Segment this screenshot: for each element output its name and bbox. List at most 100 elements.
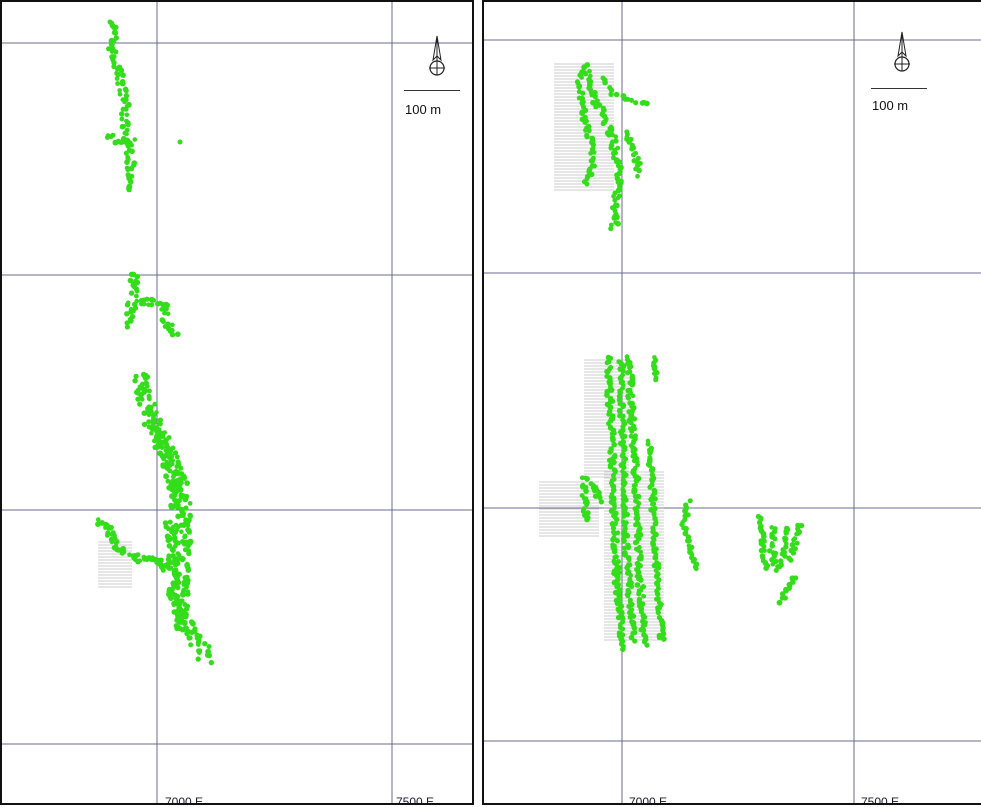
sample-point [125,122,131,128]
sample-point [131,160,138,166]
sample-point [103,525,108,530]
sample-point [175,471,181,477]
sample-point [134,293,139,299]
sample-point [597,494,603,500]
sample-point [580,508,587,514]
sample-point [632,539,639,546]
sample-point [790,550,797,556]
sample-point [142,556,148,562]
sample-point [206,644,212,650]
sample-point [113,49,119,55]
map-canvas-left [2,2,472,803]
sample-point [608,145,614,151]
sample-point [169,331,176,338]
sample-point [173,574,179,581]
sample-point [633,482,638,488]
sample-point [124,311,130,317]
sample-point [635,569,642,576]
sample-point [143,373,149,378]
sample-point [655,591,661,597]
sample-point [608,91,614,97]
sample-point [173,539,179,545]
sample-point [163,437,169,443]
sample-point [160,319,166,325]
sample-point [134,279,141,286]
sample-point [169,327,175,333]
sample-point [631,416,638,422]
sample-point [179,598,185,604]
sample-point [165,445,171,451]
sample-point [125,167,131,173]
sample-point [616,408,623,414]
sample-point [172,561,179,568]
sample-point [617,159,623,165]
sample-point [165,556,172,562]
sample-point [186,566,191,571]
sample-point [783,530,789,536]
sample-point [610,437,616,443]
sample-point [655,609,661,616]
sample-point [178,611,184,616]
sample-point [181,620,188,627]
sample-point [132,137,138,142]
sample-point [608,226,614,232]
sample-point [183,611,189,617]
sample-point [128,165,135,172]
sample-point [628,419,634,426]
sample-point [769,557,775,563]
sample-point [118,67,125,74]
sample-point [605,368,611,375]
sample-point [611,193,616,199]
sample-point [641,627,647,633]
sample-point [611,430,617,436]
sample-point [176,485,182,492]
sample-point [631,438,637,445]
sample-point [586,128,592,134]
sample-point [634,582,641,588]
sample-point [611,215,617,221]
sample-point [115,81,120,86]
sample-point [176,552,182,558]
sample-point [769,525,774,530]
sample-point [181,521,187,527]
sample-point [172,489,178,495]
sample-point [638,577,644,583]
sample-point [629,428,635,434]
sample-point [141,387,147,392]
sample-point [132,553,138,558]
sample-point [119,111,125,117]
sample-point [632,638,638,644]
sample-point [157,439,163,445]
sample-point [794,531,799,537]
sample-point [621,514,627,519]
sample-point [610,487,617,494]
sample-point [126,101,132,108]
sample-point [123,96,129,103]
sample-point [685,538,691,544]
sample-point [617,413,623,419]
sample-point [628,634,635,641]
sample-point [141,421,148,428]
sample-point [177,139,183,145]
sample-point [617,187,622,193]
sample-point [179,529,184,534]
sample-point [146,419,152,425]
sample-point [620,646,626,653]
sample-point [124,159,130,165]
sample-point [617,166,623,172]
sample-point [649,468,655,474]
sample-point [782,553,788,559]
sample-point [580,90,586,96]
sample-point [579,75,584,80]
sample-point [119,80,126,87]
sample-point [631,489,637,495]
sample-point [620,413,626,419]
sample-point [632,626,637,632]
sample-point [776,599,783,606]
sample-point [208,659,214,666]
sample-point [590,158,595,164]
sample-point [170,547,176,553]
sample-point [175,331,181,338]
sample-point [587,79,593,86]
sample-point [613,159,619,165]
